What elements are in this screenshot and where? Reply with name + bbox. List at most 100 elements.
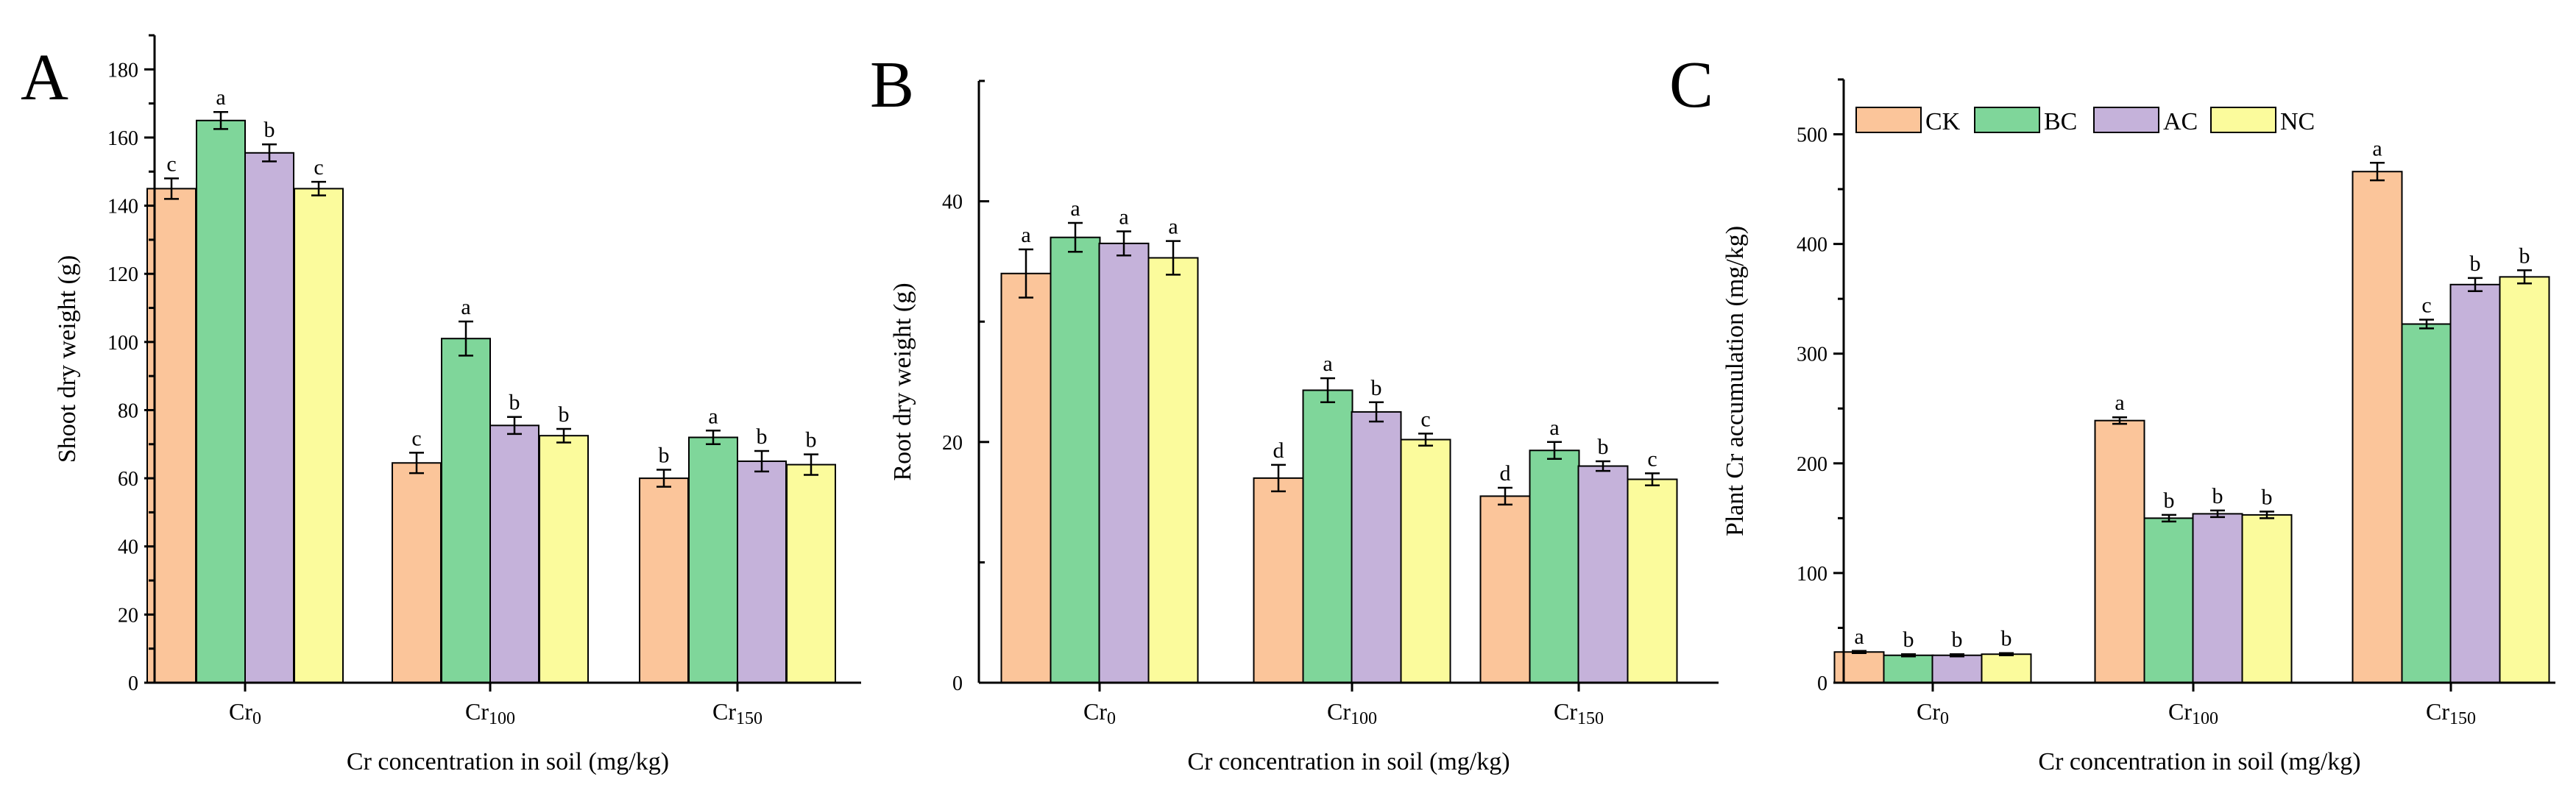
error-bar: [556, 427, 571, 444]
bar-ac-1: [1931, 654, 1983, 684]
legend-label-bc: BC: [2044, 108, 2077, 135]
significance-label: b: [2164, 488, 2175, 513]
x-tick-label-sub: 0: [252, 709, 261, 728]
error-bar: [2210, 509, 2225, 519]
panel-letter: C: [1669, 49, 1713, 121]
x-tick-label: Cr100: [465, 698, 515, 728]
error-bar: [804, 453, 818, 476]
x-tick-label: Cr0: [1917, 698, 1949, 728]
x-tick-label: Cr0: [1083, 698, 1116, 728]
bar-nc-1: [1981, 653, 2032, 684]
error-bar: [1369, 401, 1384, 423]
bar-ck-3: [2352, 171, 2403, 683]
significance-label: a: [2372, 136, 2382, 160]
y-tick-label: 100: [1797, 563, 1827, 586]
significance-label: a: [1168, 215, 1178, 239]
error-bar: [2370, 162, 2385, 182]
bar-ac-3: [2449, 283, 2501, 683]
significance-label: a: [1021, 223, 1030, 247]
error-bar: [1418, 433, 1433, 447]
bar-bc-2: [1302, 389, 1354, 684]
x-tick-label: Cr150: [1554, 698, 1604, 728]
bar-nc-1: [294, 188, 344, 683]
error-bar: [2260, 511, 2274, 519]
significance-label: a: [1119, 205, 1128, 230]
bar-ck-3: [639, 477, 689, 684]
significance-label: b: [264, 118, 275, 142]
x-tick-label: Cr100: [2168, 698, 2218, 728]
bar-bc-1: [1050, 236, 1101, 683]
significance-label: a: [1549, 416, 1559, 440]
y-tick-label: 200: [1797, 453, 1827, 476]
significance-label: b: [2001, 627, 2012, 651]
error-bar: [706, 430, 721, 446]
significance-label: c: [1420, 407, 1430, 431]
significance-label: b: [2519, 244, 2530, 268]
error-bar: [1950, 653, 1964, 658]
x-tick-label-sub: 0: [1107, 709, 1116, 728]
bar-ac-2: [1351, 411, 1402, 684]
bar-nc-2: [539, 435, 589, 683]
legend: CK BC AC NC: [1855, 107, 2315, 135]
y-tick-label: 180: [107, 59, 138, 82]
bar-ck-2: [1253, 477, 1304, 683]
error-bar: [507, 416, 522, 436]
y-tick-label: 160: [107, 127, 138, 150]
x-tick-label: Cr0: [229, 698, 261, 728]
x-tick-label-main: Cr: [2168, 698, 2192, 725]
bar-ac-1: [244, 152, 294, 683]
error-bar: [754, 449, 769, 473]
bar-nc-1: [1147, 257, 1199, 683]
x-tick-label-sub: 150: [2449, 709, 2476, 728]
error-bar: [1547, 441, 1562, 460]
x-tick-label-sub: 150: [1577, 709, 1604, 728]
y-tick-label: 20: [118, 604, 138, 627]
significance-label: c: [2421, 294, 2431, 318]
error-bar: [2112, 416, 2127, 425]
significance-label: b: [806, 428, 817, 452]
error-bar: [1901, 653, 1916, 658]
legend-label-nc: NC: [2280, 108, 2315, 135]
legend-label-ck: CK: [1925, 108, 1961, 135]
significance-label: b: [1598, 435, 1609, 459]
x-axis-title: Cr concentration in soil (mg/kg): [1187, 748, 1510, 775]
y-tick-label: 60: [118, 468, 138, 491]
significance-label: b: [509, 391, 520, 415]
error-bar: [262, 143, 277, 163]
bar-nc-3: [786, 463, 836, 683]
bar-nc-3: [1627, 478, 1678, 683]
x-tick-label-sub: 100: [1351, 709, 1377, 728]
significance-label: b: [2262, 485, 2273, 509]
bar-bc-2: [2143, 517, 2195, 684]
bar-bc-3: [2401, 323, 2452, 683]
significance-label: d: [1273, 438, 1284, 463]
y-tick-label: 400: [1797, 234, 1827, 257]
error-bar: [459, 320, 473, 357]
bar-ac-3: [737, 460, 787, 684]
significance-label: b: [1952, 628, 1963, 652]
error-bar: [1999, 652, 2014, 656]
significance-label: a: [1323, 352, 1332, 376]
y-tick-label: 120: [107, 263, 138, 286]
bar-bc-3: [688, 436, 738, 683]
error-bar: [1019, 248, 1033, 299]
x-axis-title: Cr concentration in soil (mg/kg): [2038, 748, 2360, 775]
significance-label: a: [708, 404, 718, 428]
error-bar: [213, 110, 228, 130]
error-bar: [2517, 269, 2532, 285]
legend-swatch-ac: [2093, 107, 2159, 133]
x-tick-label-main: Cr: [712, 698, 736, 725]
significance-label: a: [461, 295, 470, 319]
x-tick-label-main: Cr: [1083, 698, 1107, 725]
error-bar: [1117, 230, 1131, 257]
x-tick-label-sub: 0: [1940, 709, 1949, 728]
y-tick-label: 80: [118, 399, 138, 422]
x-tick-label-main: Cr: [229, 698, 252, 725]
significance-label: b: [1371, 376, 1382, 400]
significance-label: b: [2212, 484, 2223, 508]
y-tick-label: 0: [1817, 672, 1827, 695]
bar-ck-2: [2094, 419, 2145, 683]
significance-label: c: [314, 155, 323, 180]
